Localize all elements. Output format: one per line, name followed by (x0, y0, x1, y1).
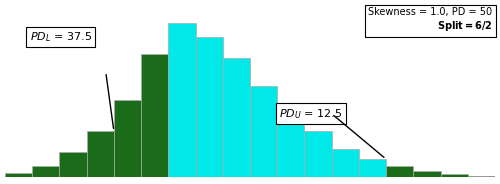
Text: Skewness = 1.0, PD = 50
$\mathbf{Split = 6/2}$: Skewness = 1.0, PD = 50 $\mathbf{Split =… (368, 7, 492, 33)
Bar (223, 58, 250, 177)
Bar (196, 37, 223, 177)
Bar (468, 176, 495, 177)
Bar (386, 166, 413, 177)
Bar (114, 100, 141, 177)
Bar (5, 173, 32, 177)
Text: $\mathit{PD_U}$ = 12.5: $\mathit{PD_U}$ = 12.5 (280, 107, 343, 121)
Bar (414, 171, 440, 177)
Bar (60, 152, 86, 177)
Bar (168, 23, 196, 177)
Bar (304, 131, 332, 177)
Bar (332, 149, 359, 177)
Bar (440, 174, 468, 177)
Bar (86, 131, 114, 177)
Bar (141, 54, 169, 177)
Text: $\mathit{PD_L}$ = 37.5: $\mathit{PD_L}$ = 37.5 (30, 30, 92, 44)
Bar (250, 86, 277, 177)
Bar (359, 159, 386, 177)
Bar (32, 166, 60, 177)
Bar (277, 110, 304, 177)
